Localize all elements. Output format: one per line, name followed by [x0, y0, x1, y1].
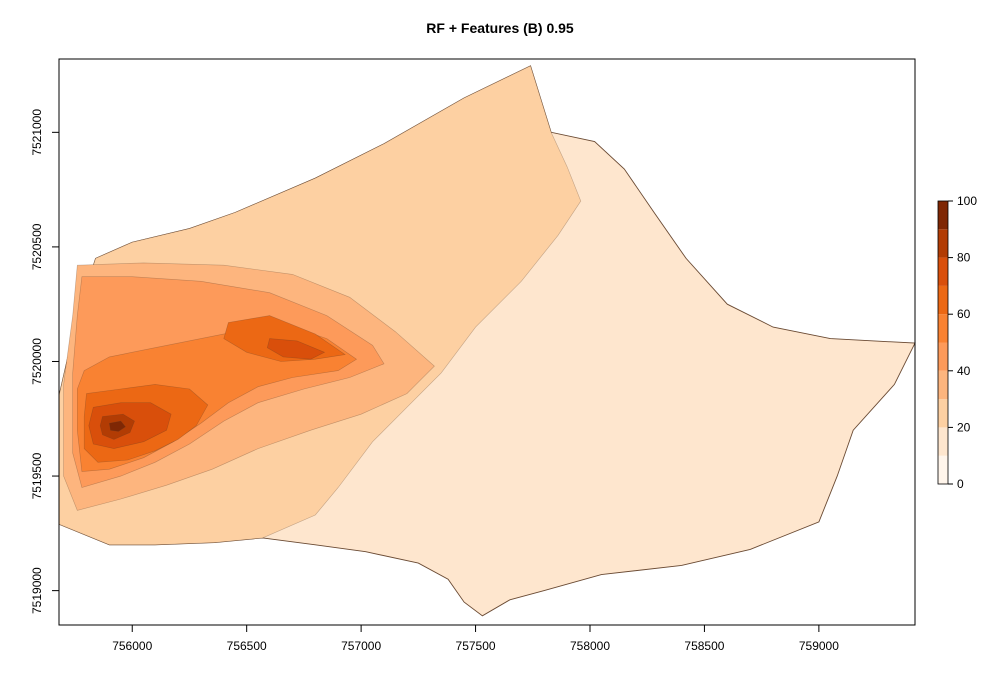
- colorbar-band: [938, 370, 948, 400]
- colorbar-tick-label: 80: [957, 251, 971, 265]
- contour-region-90: [109, 420, 126, 432]
- colorbar-tick-label: 100: [957, 194, 977, 208]
- x-tick-label: 759000: [799, 639, 839, 653]
- y-axis: 7519000 7519500 7520000 7520500 7521000: [30, 109, 59, 614]
- colorbar-band: [938, 229, 948, 258]
- colorbar-band: [938, 342, 948, 371]
- x-tick-label: 756500: [227, 639, 267, 653]
- colorbar-tick-label: 60: [957, 307, 971, 321]
- y-tick-label: 7520000: [30, 338, 44, 385]
- x-tick-label: 757500: [456, 639, 496, 653]
- contour-regions: [58, 65, 916, 617]
- colorbar-tick-label: 20: [957, 420, 971, 434]
- plot-frame: [58, 58, 916, 626]
- colorbar-band: [938, 399, 948, 428]
- colorbar-band: [938, 201, 948, 230]
- y-tick-label: 7520500: [30, 223, 44, 270]
- y-tick-label: 7519500: [30, 452, 44, 499]
- colorbar-band: [938, 314, 948, 343]
- colorbar-tick-label: 0: [957, 477, 964, 491]
- chart-title: RF + Features (B) 0.95: [426, 20, 574, 36]
- colorbar-tick-label: 40: [957, 364, 971, 378]
- x-axis: 756000 756500 757000 757500 758000 758500 7590…: [112, 625, 839, 653]
- colorbar-legend: 0 20 40 60 80 100: [937, 194, 977, 491]
- x-tick-label: 758500: [684, 639, 724, 653]
- y-tick-label: 7519000: [30, 567, 44, 614]
- x-tick-label: 757000: [341, 639, 381, 653]
- y-tick-label: 7521000: [30, 109, 44, 156]
- colorbar-band: [938, 455, 948, 484]
- colorbar-frame: [937, 200, 949, 485]
- colorbar-band: [938, 257, 948, 286]
- x-tick-label: 758000: [570, 639, 610, 653]
- contour-region-70: [266, 338, 326, 360]
- colorbar-band: [938, 427, 948, 456]
- colorbar-band: [938, 285, 948, 315]
- x-tick-label: 756000: [112, 639, 152, 653]
